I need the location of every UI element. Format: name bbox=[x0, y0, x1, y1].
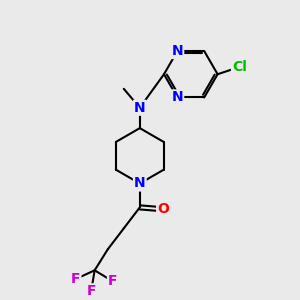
Text: F: F bbox=[71, 272, 80, 286]
Text: O: O bbox=[157, 202, 169, 216]
Text: N: N bbox=[172, 44, 183, 58]
Text: F: F bbox=[87, 284, 97, 298]
Text: F: F bbox=[108, 274, 118, 288]
Text: N: N bbox=[134, 176, 146, 190]
Text: Cl: Cl bbox=[232, 60, 247, 74]
Text: N: N bbox=[134, 101, 146, 115]
Text: N: N bbox=[172, 90, 183, 104]
